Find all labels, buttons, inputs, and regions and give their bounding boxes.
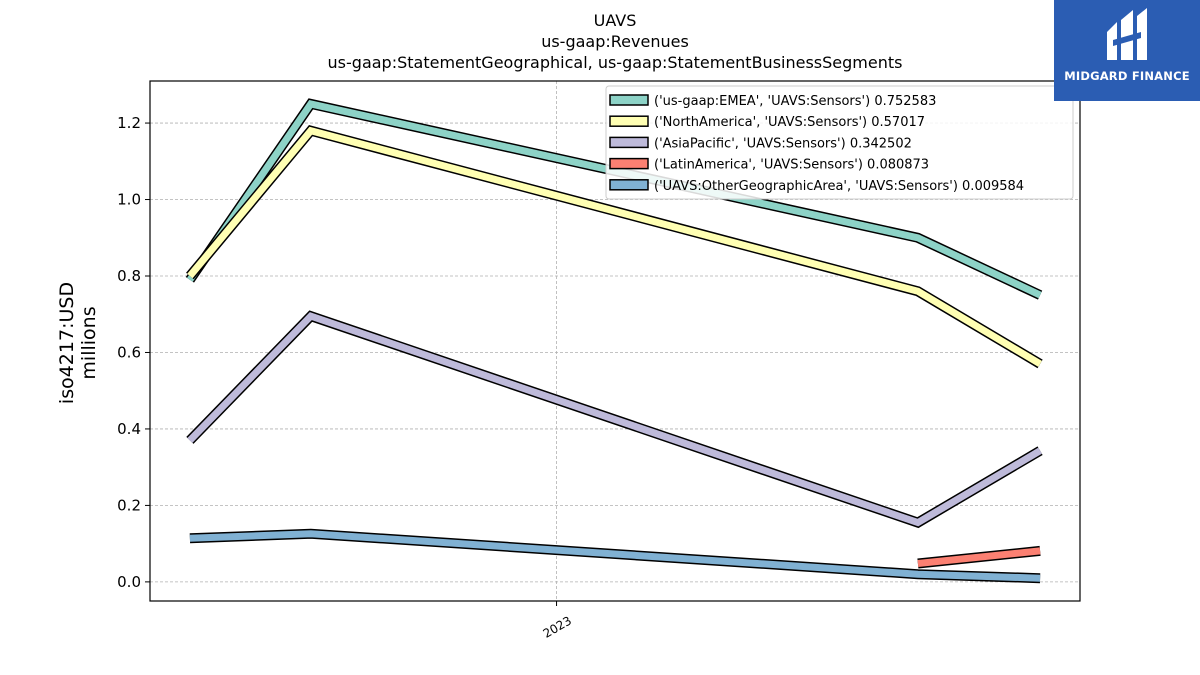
series-stroke (189, 530, 1041, 582)
y-axis-label-line-2: millions (78, 306, 100, 379)
y-tick-label: 1.0 (117, 191, 141, 209)
legend-swatch-2 (609, 115, 649, 127)
legend-swatch-5 (609, 179, 649, 191)
y-tick-label: 0.8 (117, 267, 141, 285)
logo-text: MIDGARD FINANCE (1064, 69, 1190, 83)
plot-frame (149, 80, 1081, 602)
legend-label-2: ('NorthAmerica', 'UAVS:Sensors') 0.57017 (654, 115, 925, 130)
series-stroke (187, 312, 1042, 527)
series-line-5 (189, 528, 1041, 584)
legend-label-4: ('LatinAmerica', 'UAVS:Sensors') 0.08087… (654, 158, 929, 173)
series-line-3 (186, 310, 1043, 529)
y-axis-label-line-1: iso4217:USD (56, 282, 78, 404)
series-stroke (187, 126, 1042, 367)
series-line-2 (186, 125, 1043, 369)
logo-mark-icon (1107, 8, 1147, 60)
midgard-finance-logo: MIDGARD FINANCE (1054, 0, 1200, 101)
series-line-4 (917, 545, 1041, 569)
legend-swatch-4 (609, 157, 649, 170)
y-tick-label: 1.2 (117, 114, 141, 132)
y-tick-label: 0.0 (117, 573, 141, 591)
legend-swatch-3 (609, 136, 649, 149)
legend-swatch-1 (609, 94, 649, 106)
chart-title-line-3: us-gaap:StatementGeographical, us-gaap:S… (328, 53, 903, 72)
legend-box (605, 85, 1074, 200)
x-tick-label: 2023 (541, 613, 574, 640)
y-tick-label: 0.6 (117, 343, 141, 361)
legend-label-1: ('us-gaap:EMEA', 'UAVS:Sensors') 0.75258… (654, 94, 936, 109)
legend-label-5: ('UAVS:OtherGeographicArea', 'UAVS:Senso… (654, 179, 1024, 194)
chart-title-line-2: us-gaap:Revenues (541, 32, 689, 51)
y-tick-label: 0.4 (117, 420, 141, 438)
y-tick-label: 0.2 (117, 496, 141, 514)
series-stroke (917, 547, 1041, 567)
legend-label-3: ('AsiaPacific', 'UAVS:Sensors') 0.342502 (654, 136, 912, 151)
chart-title-line-1: UAVS (594, 11, 637, 30)
